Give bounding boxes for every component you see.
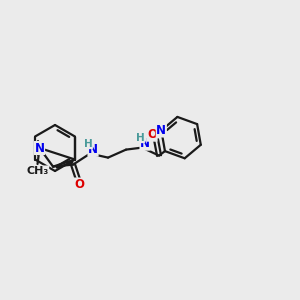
Text: H: H <box>136 133 144 142</box>
Text: O: O <box>147 128 157 141</box>
Text: N: N <box>88 143 98 156</box>
Text: N: N <box>140 137 150 150</box>
Text: N: N <box>156 124 166 137</box>
Text: CH₃: CH₃ <box>26 166 49 176</box>
Text: N: N <box>34 142 44 154</box>
Text: O: O <box>74 178 84 191</box>
Text: H: H <box>84 139 92 148</box>
